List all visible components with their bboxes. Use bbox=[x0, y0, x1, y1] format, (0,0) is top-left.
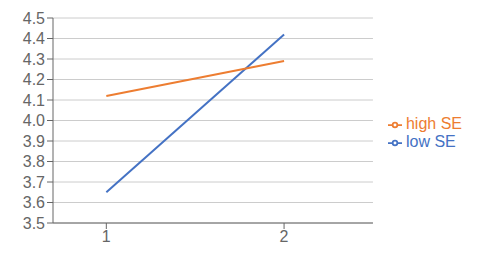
svg-text:3.6: 3.6 bbox=[23, 194, 45, 211]
svg-text:3.5: 3.5 bbox=[23, 215, 45, 232]
svg-text:3.7: 3.7 bbox=[23, 174, 45, 191]
html-text:low SE: low SE bbox=[406, 133, 456, 150]
html-text:high SE: high SE bbox=[406, 115, 462, 132]
svg-text:2: 2 bbox=[280, 228, 289, 245]
svg-text:4.4: 4.4 bbox=[23, 30, 45, 47]
svg-text:1: 1 bbox=[102, 228, 111, 245]
svg-text:3.9: 3.9 bbox=[23, 133, 45, 150]
svg-text:4.1: 4.1 bbox=[23, 92, 45, 109]
svg-text:4.2: 4.2 bbox=[23, 71, 45, 88]
svg-text:3.8: 3.8 bbox=[23, 153, 45, 170]
svg-text:4.0: 4.0 bbox=[23, 112, 45, 129]
svg-text:4.3: 4.3 bbox=[23, 51, 45, 68]
svg-text:4.5: 4.5 bbox=[23, 10, 45, 27]
